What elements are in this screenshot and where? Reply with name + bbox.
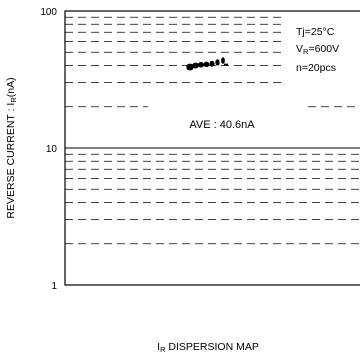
data-point [192,62,199,68]
y-tick-label-1: 1 [51,281,57,292]
data-point [186,63,194,69]
data-point [209,60,215,66]
data-point [221,57,225,63]
data-point [198,62,204,68]
average-label: AVE : 40.6nA [189,119,255,131]
y-axis-label: REVERSE CURRENT : IR(nA) [5,77,18,218]
grid-lines [65,16,360,245]
condition-sample-count: n=20pcs [296,62,336,74]
data-points [186,57,228,71]
y-tick-label-100: 100 [40,7,57,18]
condition-voltage: VR=600V [296,43,339,56]
data-point [203,61,210,67]
x-axis-label: IR DISPERSION MAP [157,341,259,354]
data-point [215,59,220,65]
plot-frame [64,10,360,286]
condition-temperature: Tj=25°C [296,26,335,38]
y-tick-labels: 100 10 1 [40,7,57,292]
y-tick-label-10: 10 [46,144,58,155]
